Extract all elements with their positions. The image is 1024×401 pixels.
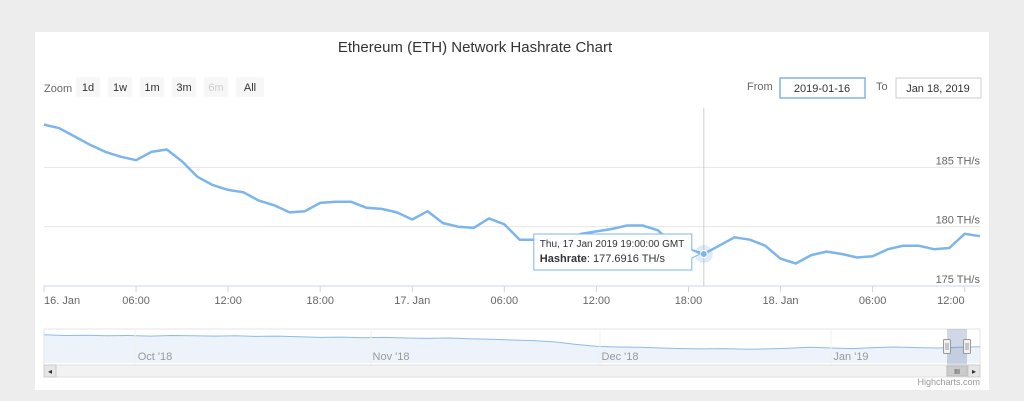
zoom-button-label: 1w (113, 82, 127, 94)
hashrate-chart[interactable]: Ethereum (ETH) Network Hashrate Chart Zo… (35, 32, 989, 390)
zoom-button-1m[interactable]: 1m (140, 77, 164, 97)
zoom-button-label: 6m (208, 82, 223, 94)
x-tick-label: 18:00 (675, 295, 703, 307)
x-tick-label: 12:00 (214, 295, 242, 307)
zoom-button-label: 3m (176, 82, 191, 94)
to-date-input[interactable]: Jan 18, 2019 (895, 77, 982, 99)
y-tick-label: 185 TH/s (936, 155, 981, 167)
scrollbar-right-arrow-icon: ▸ (972, 367, 976, 376)
scrollbar-right-button[interactable] (967, 364, 981, 378)
chart-card: Ethereum (ETH) Network Hashrate Chart Zo… (35, 32, 989, 390)
scrollbar-thumb[interactable] (946, 365, 968, 377)
zoom-label: Zoom (44, 83, 72, 95)
hover-marker[interactable] (699, 250, 708, 259)
scrollbar-grip-icon: III (954, 369, 960, 376)
from-label: From (747, 81, 773, 93)
zoom-button-1w[interactable]: 1w (108, 77, 132, 97)
zoom-buttons: 1d 1w 1m 3m 6m All (76, 77, 264, 97)
zoom-button-label: 1d (82, 82, 94, 94)
tooltip: Thu, 17 Jan 2019 19:00:00 GMT Hashrate: … (533, 233, 701, 271)
x-tick-label: 12:00 (583, 295, 611, 307)
y-axis-labels: 175 TH/s 180 TH/s 185 TH/s (936, 155, 981, 286)
x-tick-label: 16. Jan (44, 295, 80, 307)
tooltip-date: Thu, 17 Jan 2019 19:00:00 GMT (540, 239, 685, 250)
x-tick-label: 18. Jan (762, 295, 798, 307)
x-tick-label: 06:00 (122, 295, 150, 307)
zoom-button-1d[interactable]: 1d (76, 77, 100, 97)
navigator-series-area (44, 334, 980, 363)
scrollbar-left-arrow-icon: ◂ (48, 367, 52, 376)
from-date-input[interactable]: 2019-01-16 (779, 77, 866, 99)
zoom-button-label: 1m (144, 82, 159, 94)
zoom-button-label: All (244, 82, 256, 94)
scrollbar-left-button[interactable] (43, 364, 57, 378)
x-axis-ticks (43, 286, 966, 292)
navigator-tick-label: Dec '18 (602, 351, 639, 363)
chart-title: Ethereum (ETH) Network Hashrate Chart (338, 39, 613, 56)
tooltip-value-line: Hashrate: 177.6916 TH/s (540, 253, 666, 265)
navigator-tick-label: Jan '19 (833, 351, 868, 363)
zoom-button-all[interactable]: All (236, 77, 264, 97)
tooltip-series-label: Hashrate (540, 253, 587, 265)
hashrate-series-line[interactable] (43, 123, 981, 265)
x-tick-label: 06:00 (859, 295, 887, 307)
tooltip-value: 177.6916 TH/s (593, 253, 665, 265)
scrollbar-track[interactable] (43, 364, 981, 378)
credits-link[interactable]: Highcharts.com (917, 377, 980, 387)
x-tick-label: 06:00 (491, 295, 519, 307)
navigator-handle-left[interactable] (943, 339, 951, 354)
navigator-tick-label: Nov '18 (373, 351, 410, 363)
navigator-tick-label: Oct '18 (138, 351, 173, 363)
zoom-button-3m[interactable]: 3m (172, 77, 196, 97)
navigator-handle-right[interactable] (963, 339, 971, 354)
navigator-labels: Oct '18 Nov '18 Dec '18 Jan '19 (134, 329, 869, 365)
x-tick-label: 17. Jan (394, 295, 430, 307)
to-label: To (876, 81, 888, 93)
navigator-series-line (43, 334, 981, 350)
navigator-selected-range[interactable] (947, 329, 967, 365)
x-tick-label: 12:00 (937, 295, 965, 307)
to-date-value: Jan 18, 2019 (906, 83, 970, 95)
x-tick-label: 18:00 (306, 295, 334, 307)
y-tick-label: 175 TH/s (936, 274, 981, 286)
navigator[interactable]: Oct '18 Nov '18 Dec '18 Jan '19 (43, 328, 981, 366)
y-tick-label: 180 TH/s (936, 215, 981, 227)
tooltip-box (533, 233, 701, 271)
scrollbar[interactable]: ◂ ▸ III (43, 364, 981, 378)
zoom-button-6m: 6m (204, 77, 228, 97)
from-date-value: 2019-01-16 (794, 83, 850, 95)
x-axis-labels: 16. Jan 06:00 12:00 18:00 17. Jan 06:00 12:00 1… (44, 295, 965, 307)
y-grid (44, 166, 980, 287)
